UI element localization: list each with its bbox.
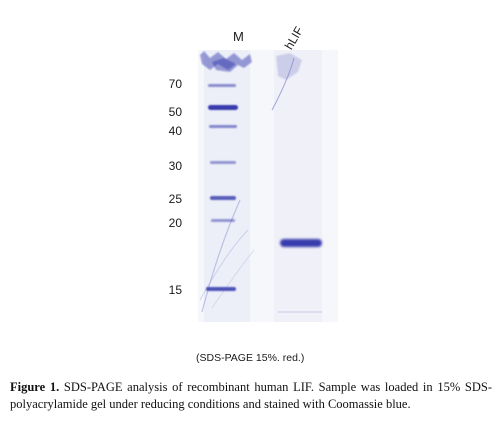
marker-band-20 <box>211 219 235 222</box>
gel-scratch-2 <box>199 229 249 301</box>
mw-label-50: 50 <box>168 105 182 119</box>
marker-band-25 <box>210 196 236 200</box>
marker-band-70 <box>208 84 236 87</box>
gel-scratch-3 <box>211 249 255 309</box>
caption-text: SDS-PAGE analysis of recombinant human L… <box>10 380 493 411</box>
gel-condition-note: (SDS-PAGE 15%. red.) <box>196 352 305 364</box>
mw-label-20: 20 <box>168 216 182 230</box>
mw-label-30: 30 <box>168 159 182 173</box>
gel-image <box>198 50 338 322</box>
lane-label-marker: M <box>233 29 244 44</box>
mw-label-40: 40 <box>168 124 182 138</box>
marker-band-15 <box>206 287 236 291</box>
hlif-band <box>280 239 322 247</box>
well-smear-spot <box>212 58 238 72</box>
mw-label-70: 70 <box>168 77 182 91</box>
marker-band-30 <box>210 161 236 164</box>
sample-lane <box>274 50 322 322</box>
well-smear-sample <box>276 53 302 80</box>
marker-band-50 <box>208 105 238 110</box>
marker-band-40 <box>209 125 237 128</box>
lane-label-hlif: hLIF <box>281 24 307 52</box>
mw-label-25: 25 <box>168 192 182 206</box>
caption-lead: Figure 1. <box>10 380 60 394</box>
gel-scratch-1 <box>201 199 241 313</box>
mw-label-15: 15 <box>168 283 182 297</box>
figure-caption: Figure 1. SDS-PAGE analysis of recombina… <box>10 379 492 413</box>
lane-edge-artifact <box>271 57 295 111</box>
